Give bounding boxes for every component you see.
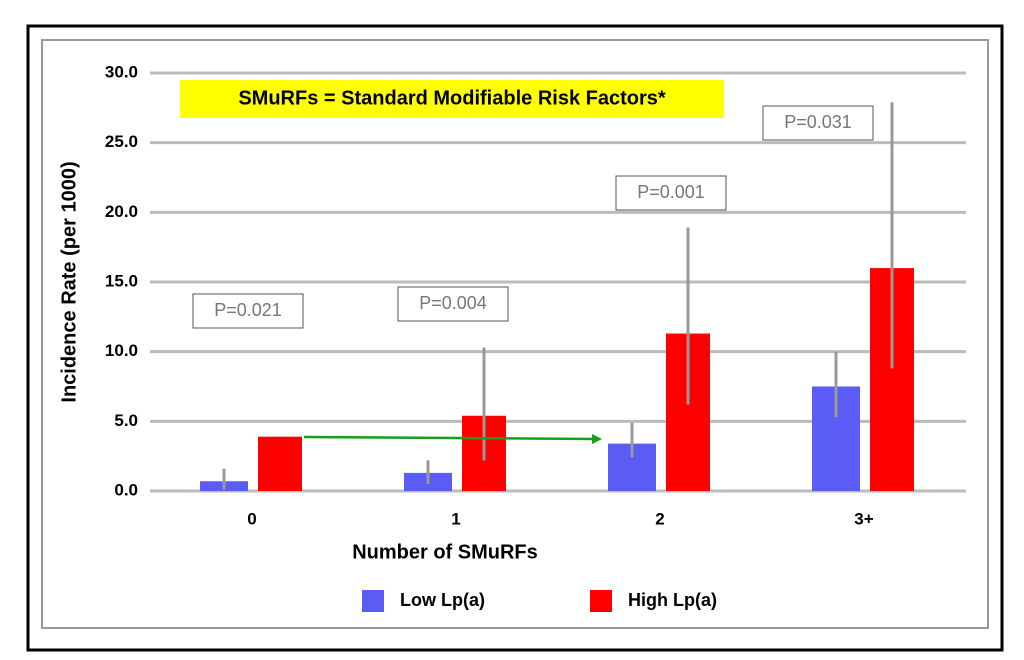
p-value: P=0.001 (637, 182, 705, 202)
trend-arrow-head (592, 434, 602, 444)
x-tick-label: 3+ (854, 509, 873, 528)
legend-label: Low Lp(a) (400, 590, 485, 610)
x-tick-label: 1 (451, 509, 460, 528)
outer-frame (26, 24, 1004, 652)
y-axis-label: Incidence Rate (per 1000) (58, 161, 80, 402)
inner-frame (41, 39, 989, 629)
legend-swatch (590, 590, 612, 612)
p-value: P=0.004 (419, 293, 487, 313)
p-value-box (397, 286, 509, 322)
x-axis-label: Number of SMuRFs (352, 541, 538, 563)
note: SMuRFs = Standard Modifiable Risk Factor… (238, 87, 666, 109)
y-tick-label: 10.0 (105, 341, 138, 360)
x-tick-label: 2 (655, 509, 664, 528)
p-value-box (192, 293, 304, 329)
legend-label: High Lp(a) (628, 590, 717, 610)
p-value-box (615, 175, 727, 211)
legend-swatch (362, 590, 384, 612)
y-tick-label: 0.0 (114, 480, 138, 499)
p-value: P=0.031 (784, 112, 852, 132)
y-tick-label: 5.0 (114, 411, 138, 430)
bar (258, 436, 302, 491)
note-box (180, 80, 724, 118)
y-tick-label: 25.0 (105, 132, 138, 151)
y-tick-label: 15.0 (105, 271, 138, 290)
p-value-box (762, 105, 874, 141)
p-value: P=0.021 (214, 300, 282, 320)
x-tick-label: 0 (247, 509, 256, 528)
y-tick-label: 20.0 (105, 202, 138, 221)
y-tick-label: 30.0 (105, 62, 138, 81)
trend-arrow (303, 435, 595, 441)
